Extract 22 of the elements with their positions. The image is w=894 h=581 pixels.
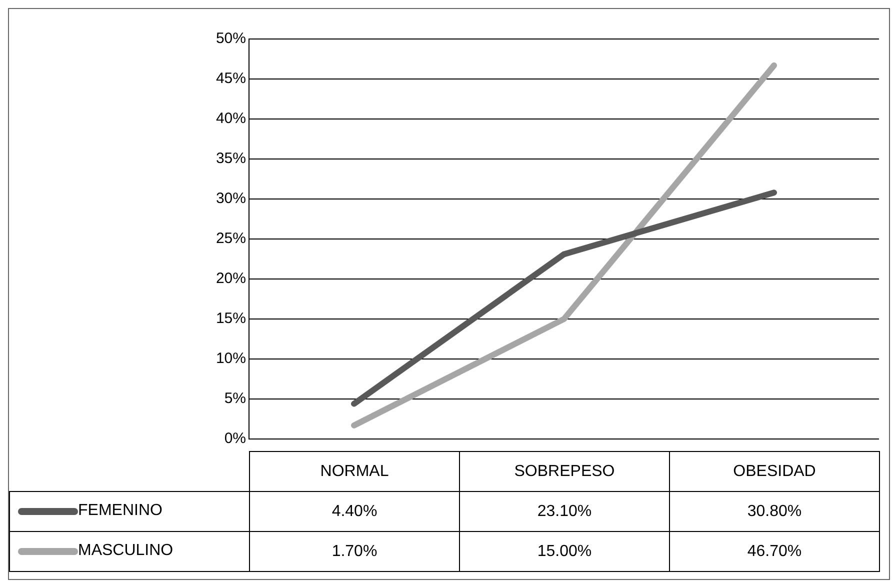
data-label: 4.40% [250, 492, 460, 532]
y-tick-label: 30% [216, 190, 246, 208]
y-tick-label: 10% [216, 350, 246, 368]
data-label: 46.70% [670, 532, 880, 572]
y-tick-label: 5% [224, 390, 246, 408]
y-tick-label: 25% [216, 230, 246, 248]
y-tick-label: 20% [216, 270, 246, 288]
data-label: 1.70% [250, 532, 460, 572]
x-tick-label: SOBREPESO [460, 452, 670, 492]
y-tick-label: 45% [216, 70, 246, 88]
legend-label: MASCULINO [78, 542, 174, 560]
y-tick-label: 0% [224, 430, 246, 448]
x-tick-label: NORMAL [250, 452, 460, 492]
data-label: 23.10% [460, 492, 670, 532]
y-tick-label: 15% [216, 310, 246, 328]
legend-label: FEMENINO [78, 502, 162, 520]
x-tick-label: OBESIDAD [670, 452, 880, 492]
data-label: 15.00% [460, 532, 670, 572]
y-tick-label: 35% [216, 150, 246, 168]
y-tick-label: 50% [216, 30, 246, 48]
y-tick-label: 40% [216, 110, 246, 128]
data-label: 30.80% [670, 492, 880, 532]
